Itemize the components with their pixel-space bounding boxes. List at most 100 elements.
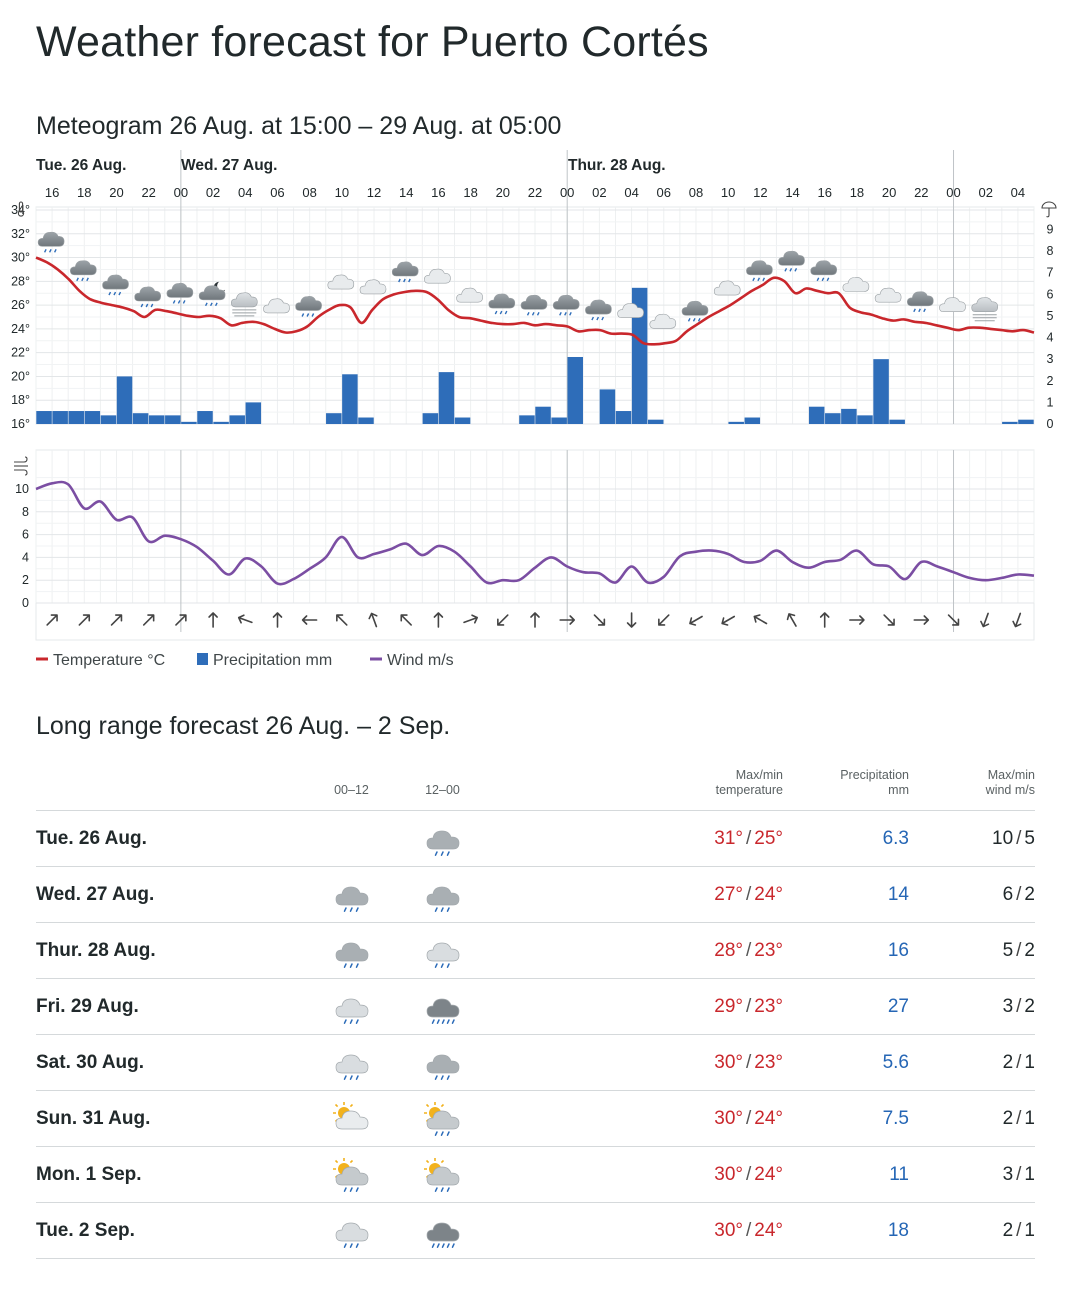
max-temperature: 31° xyxy=(714,827,743,849)
row-day: Mon. 1 Sep. xyxy=(36,1146,306,1203)
precip-bar xyxy=(535,406,551,424)
wind-arrow xyxy=(46,614,58,626)
light-cloud-rain-icon xyxy=(332,989,372,1025)
temperature-line xyxy=(35,256,1035,346)
hour-label: 00 xyxy=(560,185,574,200)
forecast-row[interactable]: Mon. 1 Sep. 30°/24° 11 3/1 xyxy=(36,1146,1035,1203)
precipitation-value: 11 xyxy=(783,1146,909,1203)
wind-arrow xyxy=(626,612,637,628)
max-temperature: 30° xyxy=(714,1107,743,1129)
wind-icon xyxy=(14,456,28,476)
forecast-row[interactable]: Thur. 28 Aug. 28°/23° 16 5/2 xyxy=(36,922,1035,979)
day-label: Thur. 28 Aug. xyxy=(568,157,666,174)
dark-cloud-heavy-rain-icon xyxy=(423,1213,463,1249)
max-wind: 2 xyxy=(1002,1107,1014,1129)
weather-symbol-rain xyxy=(681,300,709,322)
wind-cell: 2/1 xyxy=(909,1202,1035,1259)
precip-bar xyxy=(615,411,632,424)
weather-symbol-rain xyxy=(906,291,934,313)
hour-label: 02 xyxy=(206,185,220,200)
min-temperature: 24° xyxy=(754,1107,783,1129)
forecast-row[interactable]: Sun. 31 Aug. 30°/24° 7.5 2/1 xyxy=(36,1090,1035,1147)
weather-symbol-rain xyxy=(391,261,419,283)
wind-tick: 10 xyxy=(15,482,29,496)
min-wind: 2 xyxy=(1024,939,1035,961)
max-wind: 2 xyxy=(1002,1219,1014,1241)
day-symbol xyxy=(397,978,488,1035)
precip-bar xyxy=(116,376,133,424)
wind-cell: 2/1 xyxy=(909,1090,1035,1147)
wind-arrow xyxy=(336,614,348,626)
wind-direction-arrows xyxy=(46,612,1022,628)
precip-bar xyxy=(744,417,761,424)
dark-cloud-heavy-rain-icon xyxy=(423,989,463,1025)
weather-symbol-rain xyxy=(134,286,161,308)
chart-grid xyxy=(35,150,1035,641)
wind-arrow xyxy=(559,615,576,625)
temperature-cell: 31°/25° xyxy=(488,810,783,867)
precip-tick: 0 xyxy=(1047,417,1054,431)
max-temperature: 27° xyxy=(714,883,743,905)
weather-symbol-rain xyxy=(746,260,773,282)
header-day xyxy=(36,752,306,811)
night-symbol xyxy=(306,978,397,1035)
hour-label: 00 xyxy=(946,185,960,200)
wind-arrow xyxy=(947,614,960,626)
precipitation-value: 5.6 xyxy=(783,1034,909,1091)
wind-cell: 2/1 xyxy=(909,1034,1035,1091)
max-wind: 6 xyxy=(1002,883,1014,905)
forecast-row[interactable]: Tue. 2 Sep. 30°/24° 18 2/1 xyxy=(36,1202,1035,1259)
wind-tick: 2 xyxy=(22,573,29,587)
hour-label: 16 xyxy=(45,185,59,200)
page-title: Weather forecast for Puerto Cortés xyxy=(36,18,709,66)
precip-bar xyxy=(84,411,101,424)
min-temperature: 24° xyxy=(754,1163,783,1185)
precip-tick: 5 xyxy=(1047,309,1054,323)
weather-symbol-rain xyxy=(295,296,322,317)
forecast-row[interactable]: Fri. 29 Aug. 29°/23° 27 3/2 xyxy=(36,978,1035,1035)
cloud-rain-icon xyxy=(423,877,463,913)
row-day: Tue. 2 Sep. xyxy=(36,1202,306,1259)
precip-bar xyxy=(100,415,117,424)
legend-temperature-label: Temperature °C xyxy=(53,652,165,669)
temp-tick: 22° xyxy=(11,346,30,360)
wind-arrow xyxy=(689,615,703,626)
precip-bar xyxy=(519,415,535,424)
wind-tick: 0 xyxy=(22,596,29,610)
precip-bar xyxy=(165,415,181,424)
wind-cell: 5/2 xyxy=(909,922,1035,979)
cloud-rain-icon xyxy=(423,821,463,857)
day-symbol xyxy=(397,922,488,979)
wind-arrow xyxy=(980,612,990,628)
temp-tick: 18° xyxy=(11,393,30,407)
min-temperature: 24° xyxy=(754,1219,783,1241)
max-temperature: 30° xyxy=(714,1163,743,1185)
weather-symbol-rain xyxy=(70,260,97,282)
forecast-row[interactable]: Wed. 27 Aug. 27°/24° 14 6/2 xyxy=(36,866,1035,923)
forecast-row[interactable]: Tue. 26 Aug. 31°/25° 6.3 10/5 xyxy=(36,810,1035,867)
precip-bar xyxy=(52,411,68,424)
temp-tick: 28° xyxy=(11,274,30,288)
wind-arrow xyxy=(721,615,736,626)
row-day: Fri. 29 Aug. xyxy=(36,978,306,1035)
day-symbol xyxy=(397,1146,488,1203)
min-wind: 1 xyxy=(1024,1107,1035,1129)
precip-bar xyxy=(873,359,889,424)
row-day: Tue. 26 Aug. xyxy=(36,810,306,867)
max-wind: 5 xyxy=(1002,939,1014,961)
min-temperature: 23° xyxy=(754,1051,783,1073)
weather-symbol-rain xyxy=(520,294,548,316)
temperature-series xyxy=(35,256,1035,346)
day-symbol xyxy=(397,1034,488,1091)
precip-bar xyxy=(551,417,567,424)
weather-symbol-rain xyxy=(585,299,612,321)
precip-bar xyxy=(213,421,229,424)
forecast-row[interactable]: Sat. 30 Aug. 30°/23° 5.6 2/1 xyxy=(36,1034,1035,1091)
hour-label: 20 xyxy=(109,185,123,200)
wind-arrow xyxy=(433,612,444,628)
precip-tick: 7 xyxy=(1047,266,1054,280)
legend-precipitation-swatch xyxy=(197,653,208,665)
max-wind: 2 xyxy=(1002,1051,1014,1073)
hour-label: 10 xyxy=(721,185,735,200)
cloud-rain-icon xyxy=(332,877,372,913)
